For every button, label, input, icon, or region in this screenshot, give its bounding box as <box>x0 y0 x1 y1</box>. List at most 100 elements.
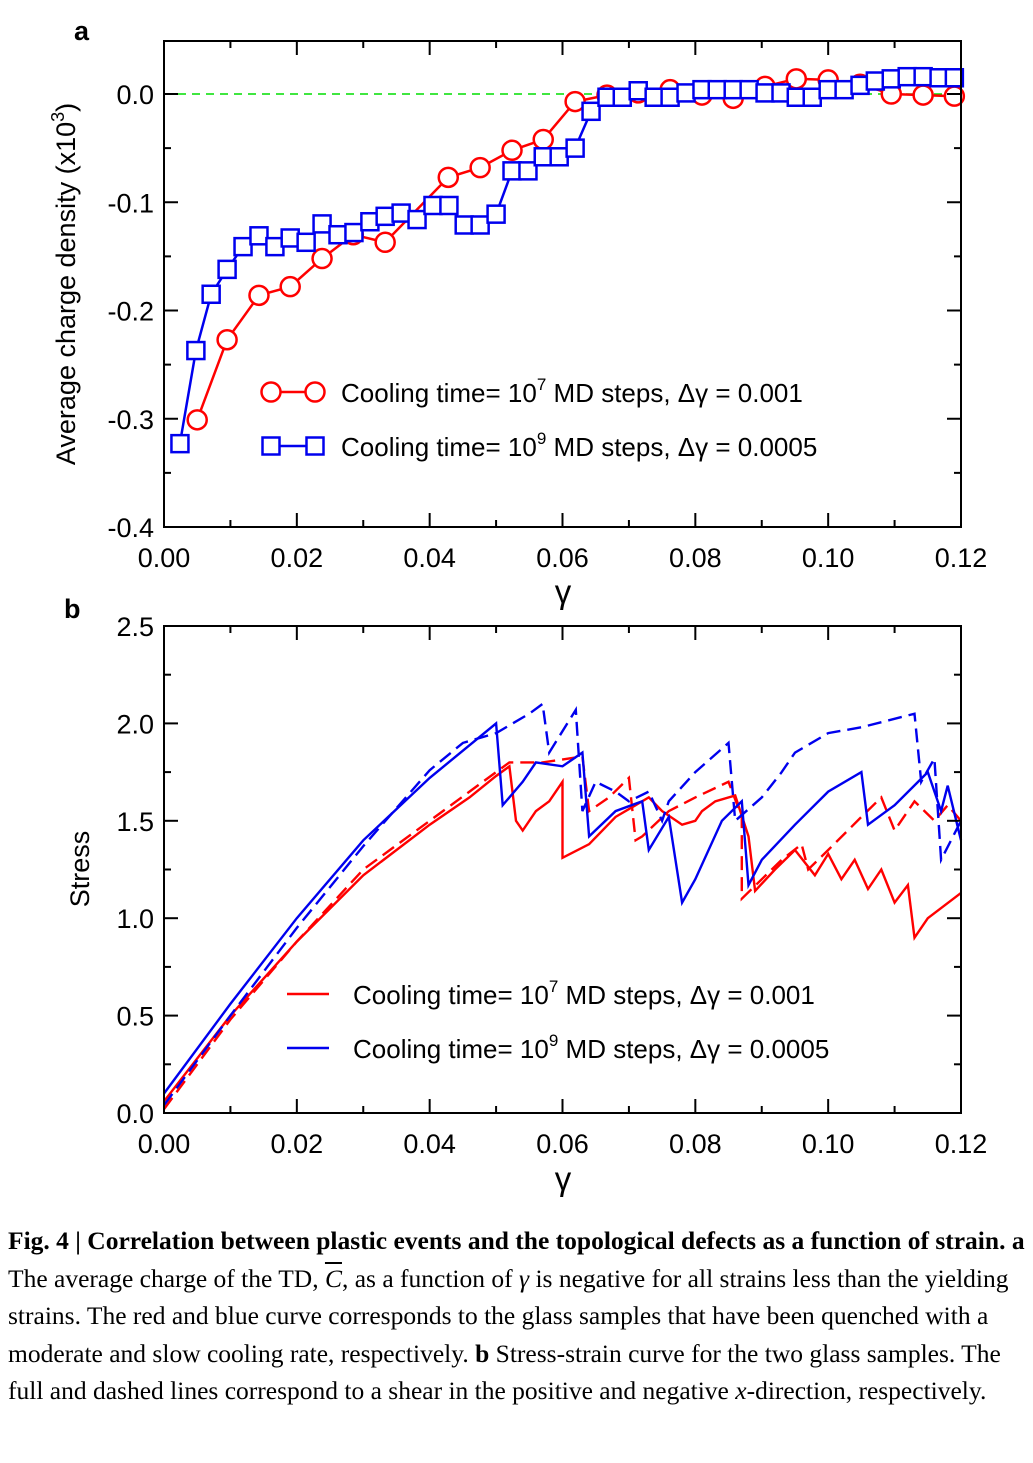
data-point-square <box>296 232 316 253</box>
panel-b-x-tick-label: 0.12 <box>935 1129 988 1159</box>
data-point-square <box>660 87 680 107</box>
panel-b-x-tick-label: 0.08 <box>669 1129 722 1159</box>
data-point-square <box>344 222 364 243</box>
data-point-square <box>407 209 427 230</box>
panel-a-x-tick-label: 0.02 <box>271 543 324 573</box>
data-point-square <box>944 68 965 88</box>
data-point-square <box>470 215 490 235</box>
data-point-circle <box>186 409 208 431</box>
panel-a-label: a <box>74 16 90 46</box>
data-point-square <box>834 79 854 100</box>
data-point-circle <box>279 275 301 298</box>
data-point-square <box>217 259 237 280</box>
panel-b-y-tick-label: 2.0 <box>116 709 154 739</box>
data-point-square <box>755 83 775 103</box>
panel-b-x-tick-label: 0.10 <box>802 1129 855 1159</box>
panel-a-y-tick-label: -0.1 <box>107 188 154 218</box>
panel-b-x-tick-label: 0.06 <box>536 1129 589 1159</box>
panel-a-y-tick-label: -0.2 <box>107 297 154 327</box>
data-point-square <box>486 204 506 224</box>
caption-a-text-1: The average charge of the TD, <box>8 1263 325 1293</box>
panel-a: a 0.00 0.02 0.04 0.06 0.08 0.10 0.12 0.0 -0.1 -0.… <box>48 16 987 610</box>
data-point-square <box>913 66 933 87</box>
caption-b-label: b <box>475 1338 490 1368</box>
panel-a-x-tick-label: 0.00 <box>138 543 191 573</box>
data-point-square <box>881 69 902 89</box>
data-point-circle <box>248 284 270 307</box>
data-point-square <box>739 79 759 100</box>
legend-label: Cooling time= 107 MD steps, Δγ = 0.001 <box>353 977 815 1010</box>
figure: a 0.00 0.02 0.04 0.06 0.08 0.10 0.12 0.0 -0.1 -0.… <box>48 16 987 1197</box>
data-point-square <box>865 71 886 91</box>
panel-a-y-tick-label: -0.3 <box>107 405 154 435</box>
panel-b-legend: Cooling time= 107 MD steps, Δγ = 0.001 Co… <box>287 977 829 1064</box>
data-point-circle <box>374 231 396 254</box>
panel-a-legend: Cooling time= 107 MD steps, Δγ = 0.001 Co… <box>260 375 817 462</box>
panel-b: b 0.00 0.02 0.04 0.06 0.08 0.10 0.12 0.0 0.5 1.0 1… <box>64 594 987 1197</box>
panel-a-x-tick-label: 0.12 <box>935 543 988 573</box>
data-point-square <box>249 226 269 246</box>
data-point-square <box>549 147 569 167</box>
data-point-square <box>723 79 743 100</box>
panel-b-x-tick-label: 0.02 <box>271 1129 324 1159</box>
caption-gamma: γ <box>519 1263 530 1293</box>
legend-label: Cooling time= 107 MD steps, Δγ = 0.001 <box>341 375 803 408</box>
figure-caption: Fig. 4 | Correlation between plastic eve… <box>8 1222 1028 1410</box>
data-point-circle <box>216 328 238 351</box>
data-point-square <box>707 79 728 100</box>
panel-a-y-tick-label: -0.4 <box>107 513 154 543</box>
panel-b-y-tick-label: 2.5 <box>116 612 154 642</box>
data-point-circle <box>469 156 491 179</box>
stress-curve-dashed <box>163 701 963 1106</box>
data-point-square <box>423 195 443 216</box>
data-point-square <box>676 83 696 103</box>
caption-b-text-2: -direction, respectively. <box>746 1376 987 1405</box>
panel-a-x-tick-label: 0.10 <box>802 543 855 573</box>
data-point-square <box>280 228 300 248</box>
data-point-square <box>897 66 917 87</box>
panel-a-x-tick-label: 0.04 <box>403 543 456 573</box>
panel-b-label: b <box>64 594 81 624</box>
panel-b-y-axis-label: Stress <box>65 831 95 908</box>
data-point-square <box>170 433 190 454</box>
panel-a-x-tick-label: 0.06 <box>536 543 589 573</box>
caption-a-text-3: is negative for all strains less than th… <box>8 1263 1009 1368</box>
caption-b-text-1: Stress-strain curve for the two glass sa… <box>8 1338 1001 1406</box>
data-point-circle <box>501 139 523 162</box>
data-point-circle <box>532 128 554 151</box>
data-point-circle <box>311 247 333 270</box>
data-point-square <box>565 138 585 158</box>
data-point-square <box>375 206 395 227</box>
data-point-square <box>581 101 601 122</box>
panel-a-x-tick-label: 0.08 <box>669 543 722 573</box>
data-point-circle <box>437 166 460 189</box>
panel-b-y-tick-label: 1.5 <box>116 807 154 837</box>
legend-marker-square <box>305 436 325 456</box>
data-point-square <box>802 87 822 107</box>
data-point-square <box>439 195 459 216</box>
legend-marker-circle <box>260 381 282 403</box>
data-point-square <box>328 224 348 245</box>
caption-x-italic: x <box>735 1376 747 1405</box>
data-point-square <box>233 236 253 257</box>
legend-marker-circle <box>304 381 326 403</box>
data-point-square <box>612 87 633 107</box>
stress-curve-dashed <box>163 755 962 1110</box>
panel-b-x-axis-label: γ <box>555 1160 572 1197</box>
panel-b-y-tick-label: 1.0 <box>116 904 154 934</box>
data-point-square <box>644 87 664 107</box>
data-point-square <box>186 340 206 361</box>
caption-a-label: a <box>1011 1226 1025 1255</box>
panel-a-x-axis-label: γ <box>555 573 572 610</box>
panel-b-x-tick-label: 0.00 <box>138 1129 191 1159</box>
panel-a-y-axis-label: Average charge density (x103) <box>48 103 81 465</box>
legend-label: Cooling time= 109 MD steps, Δγ = 0.0005 <box>353 1031 829 1064</box>
caption-a-text-2: , as a function of <box>341 1263 519 1293</box>
panel-b-y-tick-label: 0.5 <box>116 1002 154 1032</box>
data-point-square <box>201 284 221 305</box>
panel-a-y-tick-label: 0.0 <box>116 80 154 110</box>
data-point-square <box>518 161 538 181</box>
legend-marker-square <box>261 436 281 456</box>
caption-title: Fig. 4 | Correlation between plastic eve… <box>8 1226 1006 1255</box>
stress-curve-solid <box>163 721 963 1095</box>
